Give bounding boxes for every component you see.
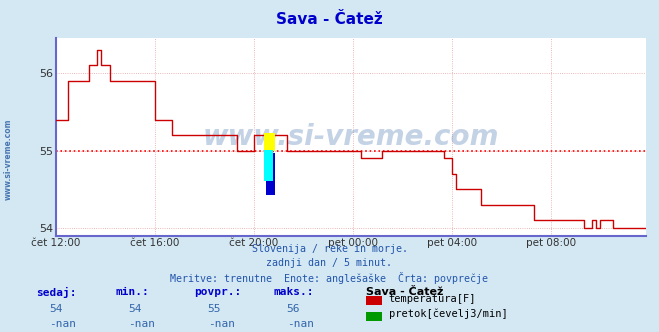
Text: 54: 54 — [129, 304, 142, 314]
Text: 55: 55 — [208, 304, 221, 314]
Bar — [264, 133, 275, 150]
Text: pretok[čevelj3/min]: pretok[čevelj3/min] — [389, 309, 507, 319]
Text: www.si-vreme.com: www.si-vreme.com — [3, 119, 13, 200]
Text: -nan: -nan — [49, 319, 76, 329]
Text: povpr.:: povpr.: — [194, 287, 242, 297]
Text: sedaj:: sedaj: — [36, 287, 76, 298]
Text: 56: 56 — [287, 304, 300, 314]
Text: -nan: -nan — [208, 319, 235, 329]
Text: temperatura[F]: temperatura[F] — [389, 294, 476, 304]
Text: -nan: -nan — [129, 319, 156, 329]
Bar — [266, 153, 275, 196]
Text: Slovenija / reke in morje.: Slovenija / reke in morje. — [252, 244, 407, 254]
Text: 54: 54 — [49, 304, 63, 314]
Bar — [264, 150, 273, 181]
Text: -nan: -nan — [287, 319, 314, 329]
Text: zadnji dan / 5 minut.: zadnji dan / 5 minut. — [266, 258, 393, 268]
Text: maks.:: maks.: — [273, 287, 314, 297]
Text: Sava - Čatež: Sava - Čatež — [366, 287, 443, 297]
Text: min.:: min.: — [115, 287, 149, 297]
Text: Sava - Čatež: Sava - Čatež — [276, 12, 383, 27]
Text: www.si-vreme.com: www.si-vreme.com — [203, 123, 499, 151]
Text: Meritve: trenutne  Enote: anglešaške  Črta: povprečje: Meritve: trenutne Enote: anglešaške Črta… — [171, 272, 488, 284]
